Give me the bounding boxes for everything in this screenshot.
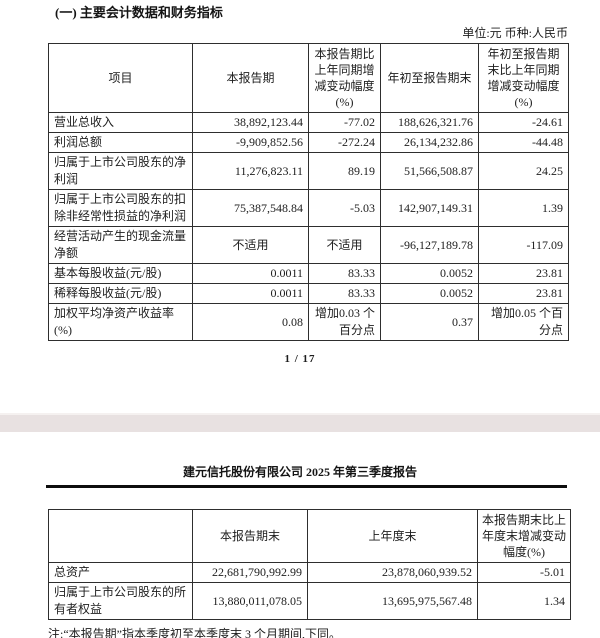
- table-row: 营业总收入 38,892,123.44 -77.02 188,626,321.76 -2…: [48, 112, 569, 133]
- cell-value: 13,880,011,078.05: [192, 582, 308, 620]
- cell-value: 23,878,060,939.52: [307, 562, 478, 583]
- cell-value: 1.39: [478, 189, 569, 227]
- cell-value: 83.33: [308, 263, 381, 284]
- cell-value: 0.37: [380, 303, 479, 341]
- cell-value: 不适用: [308, 226, 381, 264]
- column-header: [48, 509, 193, 563]
- cell-value: 75,387,548.84: [192, 189, 309, 227]
- cell-value: 11,276,823.11: [192, 152, 309, 190]
- cell-value: 0.0011: [192, 283, 309, 304]
- table-row: 稀释每股收益(元/股) 0.0011 83.33 0.0052 23.81: [48, 283, 569, 304]
- financial-indicators-table: 项目 本报告期 本报告期比上年同期增减变动幅度(%) 年初至报告期末 年初至报告期末比上…: [48, 43, 569, 341]
- cell-value: 23.81: [478, 283, 569, 304]
- table-row: 利润总额 -9,909,852.56 -272.24 26,134,232.86 -44…: [48, 132, 569, 153]
- table-row: 总资产 22,681,790,992.99 23,878,060,939.52 -5.…: [48, 562, 571, 583]
- cell-value: 13,695,975,567.48: [307, 582, 478, 620]
- report-header-title: 建元信托股份有限公司 2025 年第三季度报告: [182, 465, 417, 479]
- row-label: 加权平均净资产收益率(%): [48, 303, 193, 341]
- cell-value: -117.09: [478, 226, 569, 264]
- header-row: 本报告期末 上年度末 本报告期末比上年度末增减变动幅度(%): [48, 509, 571, 563]
- cell-value: -77.02: [308, 112, 381, 133]
- cell-value: 增加0.03 个百分点: [308, 303, 381, 341]
- table-row: 归属于上市公司股东的扣除非经常性损益的净利润 75,387,548.84 -5.03…: [48, 189, 569, 227]
- cell-value: -44.48: [478, 132, 569, 153]
- cell-value: 38,892,123.44: [192, 112, 309, 133]
- table-row: 加权平均净资产收益率(%) 0.08 增加0.03 个百分点 0.37 增加0.05 个…: [48, 303, 569, 341]
- row-label: 稀释每股收益(元/股): [48, 283, 193, 304]
- cell-value: 0.0052: [380, 283, 479, 304]
- page2-content: 本报告期末 上年度末 本报告期末比上年度末增减变动幅度(%) 总资产 22,681,79…: [0, 491, 600, 638]
- row-label: 归属于上市公司股东的净利润: [48, 152, 193, 190]
- row-label: 营业总收入: [48, 112, 193, 133]
- column-header: 本报告期: [192, 43, 309, 113]
- table-row: 经营活动产生的现金流量净额 不适用 不适用 -96,127,189.78 -117.09: [48, 226, 569, 264]
- column-header: 项目: [48, 43, 193, 113]
- column-header: 本报告期末: [192, 509, 308, 563]
- cell-value: 增加0.05 个百分点: [478, 303, 569, 341]
- column-header: 本报告期比上年同期增减变动幅度(%): [308, 43, 381, 113]
- column-header: 上年度末: [307, 509, 478, 563]
- row-label: 归属于上市公司股东的扣除非经常性损益的净利润: [48, 189, 193, 227]
- cell-value: 不适用: [192, 226, 309, 264]
- cell-value: 24.25: [478, 152, 569, 190]
- cell-value: 142,907,149.31: [380, 189, 479, 227]
- cell-value: 23.81: [478, 263, 569, 284]
- cell-value: 26,134,232.86: [380, 132, 479, 153]
- cell-value: 89.19: [308, 152, 381, 190]
- cell-value: -24.61: [478, 112, 569, 133]
- table-row: 归属于上市公司股东的净利润 11,276,823.11 89.19 51,566,50…: [48, 152, 569, 190]
- cell-value: 51,566,508.87: [380, 152, 479, 190]
- cell-value: 0.08: [192, 303, 309, 341]
- cell-value: 0.0011: [192, 263, 309, 284]
- cell-value: 22,681,790,992.99: [192, 562, 308, 583]
- row-label: 利润总额: [48, 132, 193, 153]
- footnote: 注:“本报告期”指本季度初至本季度末 3 个月期间,下同。: [48, 627, 341, 638]
- row-label: 归属于上市公司股东的所有者权益: [48, 582, 193, 620]
- column-header: 本报告期末比上年度末增减变动幅度(%): [477, 509, 571, 563]
- row-label: 基本每股收益(元/股): [48, 263, 193, 284]
- row-label: 经营活动产生的现金流量净额: [48, 226, 193, 264]
- cell-value: 83.33: [308, 283, 381, 304]
- page-number: 1 / 17: [284, 353, 316, 365]
- column-header: 年初至报告期末比上年同期增减变动幅度(%): [478, 43, 569, 113]
- row-label: 总资产: [48, 562, 193, 583]
- cell-value: 188,626,321.76: [380, 112, 479, 133]
- cell-value: -5.01: [477, 562, 571, 583]
- table-row: 基本每股收益(元/股) 0.0011 83.33 0.0052 23.81: [48, 263, 569, 284]
- currency-unit-note: 单位:元 币种:人民币: [462, 26, 568, 40]
- cell-value: -96,127,189.78: [380, 226, 479, 264]
- cell-value: 1.34: [477, 582, 571, 620]
- cell-value: -272.24: [308, 132, 381, 153]
- column-header: 年初至报告期末: [380, 43, 479, 113]
- cell-value: 0.0052: [380, 263, 479, 284]
- section-title: (一) 主要会计数据和财务指标: [55, 5, 223, 20]
- page-separator: [0, 413, 600, 432]
- header-divider: [46, 485, 567, 488]
- cell-value: -9,909,852.56: [192, 132, 309, 153]
- table-row: 归属于上市公司股东的所有者权益 13,880,011,078.05 13,695,9…: [48, 582, 571, 620]
- assets-table: 本报告期末 上年度末 本报告期末比上年度末增减变动幅度(%) 总资产 22,681,79…: [48, 509, 571, 620]
- header-row: 项目 本报告期 本报告期比上年同期增减变动幅度(%) 年初至报告期末 年初至报告期末比上…: [48, 43, 569, 113]
- cell-value: -5.03: [308, 189, 381, 227]
